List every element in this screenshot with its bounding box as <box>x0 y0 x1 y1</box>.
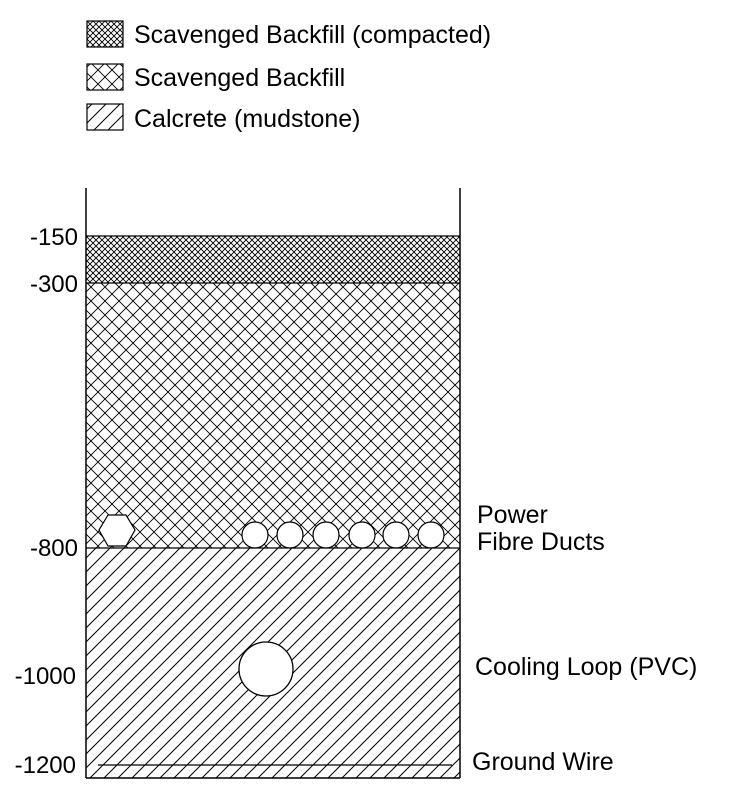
depth-label-1000: -1000 <box>15 663 76 690</box>
legend-item-backfill: Scavenged Backfill <box>86 63 345 92</box>
fibre-duct <box>417 521 445 549</box>
annotation-ground-wire: Ground Wire <box>472 748 614 776</box>
legend-label-calcrete: Calcrete (mudstone) <box>134 105 360 133</box>
legend-item-compacted: Scavenged Backfill (compacted) <box>86 20 491 49</box>
fibre-duct <box>348 521 376 549</box>
legend-label-compacted: Scavenged Backfill (compacted) <box>134 21 491 49</box>
power-cable-icon <box>98 514 136 547</box>
depth-label-1200: -1200 <box>15 752 76 779</box>
layer-compacted-backfill <box>86 236 460 283</box>
annotation-power: Power <box>477 501 548 529</box>
depth-label-150: -150 <box>30 224 78 251</box>
power-cable-hexagon <box>98 514 136 547</box>
fibre-duct <box>241 521 269 549</box>
legend: Scavenged Backfill (compacted) Scavenged… <box>86 20 491 133</box>
annotations: Power Fibre Ducts Cooling Loop (PVC) Gro… <box>472 501 697 776</box>
legend-label-backfill: Scavenged Backfill <box>134 64 345 92</box>
legend-item-calcrete: Calcrete (mudstone) <box>86 103 360 133</box>
trench <box>85 188 461 779</box>
annotation-cooling-loop: Cooling Loop (PVC) <box>475 653 697 681</box>
fibre-ducts <box>241 521 445 549</box>
fibre-duct <box>276 521 304 549</box>
layer-scavenged-backfill <box>86 283 460 548</box>
fibre-duct <box>382 521 410 549</box>
legend-swatch-backfill <box>86 63 124 91</box>
depth-label-300: -300 <box>30 271 78 298</box>
depth-label-800: -800 <box>30 535 78 562</box>
cooling-loop-pipe <box>238 641 294 697</box>
depth-scale: -150 -300 -800 -1000 -1200 <box>15 224 78 779</box>
legend-swatch-calcrete <box>86 103 124 131</box>
fibre-duct <box>312 521 340 549</box>
legend-swatch-compacted <box>86 20 124 48</box>
annotation-fibre-ducts: Fibre Ducts <box>477 528 605 556</box>
